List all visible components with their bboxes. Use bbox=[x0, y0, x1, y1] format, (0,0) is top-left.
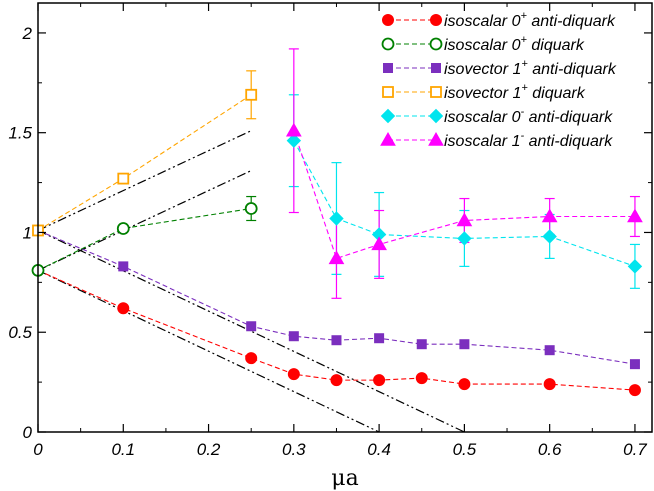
x-tick-label: 0.2 bbox=[197, 440, 221, 459]
axis-ticks bbox=[37, 3, 652, 433]
data-point-series-1 bbox=[543, 378, 556, 391]
data-point-series-3 bbox=[331, 335, 342, 346]
data-point-series-3 bbox=[118, 261, 129, 272]
y-tick-label: 2 bbox=[22, 24, 33, 43]
data-point-series-3 bbox=[288, 331, 299, 342]
reference-line-4 bbox=[37, 130, 252, 232]
legend-label: isoscalar 0+ diquark bbox=[444, 34, 585, 54]
y-tick-label: 1.5 bbox=[8, 124, 32, 143]
legend-marker bbox=[428, 108, 444, 124]
legend-label: isovector 1+ diquark bbox=[444, 82, 586, 102]
legend-marker bbox=[382, 14, 394, 26]
data-point-series-6 bbox=[627, 208, 643, 223]
y-tick-label: 0.5 bbox=[8, 323, 32, 342]
legend-marker bbox=[381, 37, 395, 51]
series-line-4 bbox=[37, 94, 252, 231]
series-line-3 bbox=[37, 229, 636, 365]
data-point-series-1 bbox=[330, 374, 343, 387]
legend-marker bbox=[430, 14, 442, 26]
x-tick-label: 0.3 bbox=[282, 440, 306, 459]
series-line-1 bbox=[37, 269, 635, 391]
data-point-series-2 bbox=[116, 222, 130, 235]
data-point-series-6 bbox=[285, 122, 302, 137]
legend-marker bbox=[428, 131, 444, 146]
data-point-series-1 bbox=[373, 374, 386, 387]
legend-marker bbox=[380, 108, 396, 124]
x-tick-label: 0.1 bbox=[111, 440, 135, 459]
data-point-series-3 bbox=[374, 333, 385, 344]
data-point-series-3 bbox=[416, 339, 427, 350]
reference-line-3 bbox=[37, 170, 252, 271]
legend-marker bbox=[382, 86, 394, 98]
legend-marker bbox=[380, 131, 396, 146]
data-point-series-1 bbox=[245, 352, 258, 365]
data-point-series-6 bbox=[456, 212, 473, 227]
x-tick-label: 0.6 bbox=[538, 440, 562, 459]
data-point-series-5 bbox=[457, 231, 472, 246]
reference-line-1 bbox=[37, 269, 380, 433]
series-line-2 bbox=[37, 207, 252, 271]
data-point-series-1 bbox=[458, 378, 471, 391]
data-point-series-5 bbox=[627, 259, 643, 274]
data-point-series-3 bbox=[459, 339, 470, 350]
data-point-series-2 bbox=[244, 202, 258, 215]
series-line-5 bbox=[293, 140, 636, 267]
reference-lines bbox=[37, 130, 465, 433]
legend-label: isovector 1+ anti-diquark bbox=[444, 58, 617, 78]
data-point-series-1 bbox=[287, 368, 300, 381]
data-point-series-3 bbox=[544, 345, 555, 356]
y-tick-label: 1 bbox=[23, 223, 32, 242]
data-point-series-1 bbox=[117, 302, 130, 315]
legend: isoscalar 0+ anti-diquark isoscalar 0+ di… bbox=[380, 10, 617, 150]
legend-label: isoscalar 0- anti-diquark bbox=[444, 106, 613, 126]
reference-line-2 bbox=[37, 229, 465, 433]
legend-marker bbox=[431, 63, 441, 73]
data-point-series-5 bbox=[286, 133, 302, 148]
plot-frame bbox=[37, 2, 653, 433]
x-axis-title: μa bbox=[331, 466, 358, 491]
x-tick-label: 0 bbox=[33, 440, 43, 459]
y-tick-label: 0 bbox=[23, 423, 33, 442]
x-tick-label: 0.5 bbox=[453, 440, 477, 459]
y-tick-labels: 0 0.5 1 1.5 2 bbox=[8, 24, 32, 442]
data-point-series-3 bbox=[246, 321, 257, 332]
data-point-series-4 bbox=[117, 172, 130, 185]
legend-marker bbox=[430, 86, 442, 98]
legend-marker bbox=[383, 63, 393, 73]
legend-marker bbox=[429, 37, 443, 51]
data-point-series-1 bbox=[628, 384, 641, 397]
data-point-series-6 bbox=[328, 250, 345, 265]
data-point-series-3 bbox=[629, 359, 640, 370]
x-tick-label: 0.4 bbox=[367, 440, 391, 459]
data-point-series-4 bbox=[245, 88, 258, 101]
series-line-6 bbox=[293, 130, 635, 260]
legend-label: isoscalar 0+ anti-diquark bbox=[444, 10, 616, 30]
legend-label: isoscalar 1- anti-diquark bbox=[444, 130, 613, 150]
x-tick-label: 0.7 bbox=[623, 440, 647, 459]
data-point-series-5 bbox=[542, 229, 557, 244]
data-point-series-6 bbox=[371, 236, 387, 251]
data-point-series-6 bbox=[541, 208, 558, 223]
data-point-series-5 bbox=[329, 211, 344, 226]
x-tick-labels: 0 0.1 0.2 0.3 0.4 0.5 0.6 0.7 bbox=[33, 440, 647, 459]
data-point-series-1 bbox=[415, 372, 428, 385]
